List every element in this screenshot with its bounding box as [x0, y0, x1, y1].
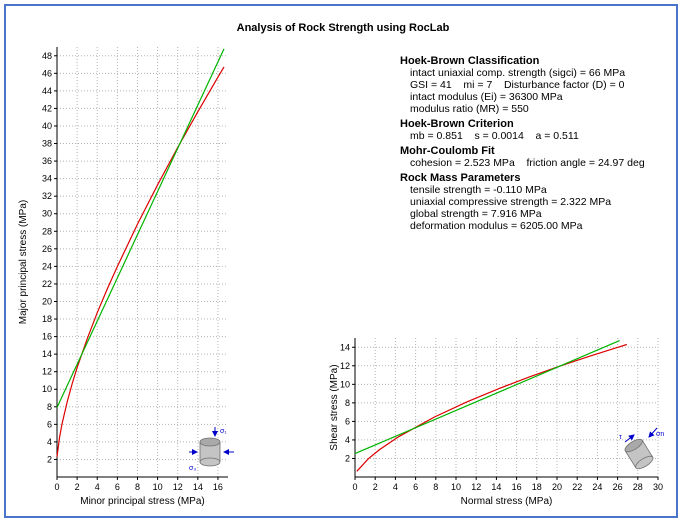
- svg-text:10: 10: [340, 379, 350, 389]
- svg-text:14: 14: [340, 342, 350, 352]
- sigma1-label: σ₁: [220, 428, 227, 435]
- section-rock-mass-parameters: Rock Mass Parameters tensile strength = …: [400, 172, 645, 232]
- svg-text:12: 12: [42, 367, 52, 377]
- tilted-cylinder: [624, 438, 654, 470]
- section-hoek-brown-classification: Hoek-Brown Classification intact uniaxia…: [400, 55, 645, 115]
- svg-text:0: 0: [352, 482, 357, 492]
- svg-text:12: 12: [471, 482, 481, 492]
- parameter-line: intact modulus (Ei) = 36300 MPa: [410, 91, 563, 103]
- cylinder-body: [200, 442, 220, 462]
- svg-text:46: 46: [42, 68, 52, 78]
- svg-text:14: 14: [193, 482, 203, 492]
- parameter-line: GSI = 41 mi = 7 Disturbance factor (D) =…: [410, 79, 625, 91]
- parameter-line: uniaxial compressive strength = 2.322 MP…: [410, 196, 612, 208]
- section-heading: Rock Mass Parameters: [400, 172, 521, 184]
- svg-text:12: 12: [340, 361, 350, 371]
- sigma3-label: σ₃: [189, 465, 196, 472]
- svg-text:36: 36: [42, 156, 52, 166]
- svg-text:4: 4: [393, 482, 398, 492]
- svg-text:10: 10: [451, 482, 461, 492]
- svg-text:38: 38: [42, 139, 52, 149]
- svg-text:14: 14: [491, 482, 501, 492]
- report-title: Analysis of Rock Strength using RocLab: [236, 22, 450, 34]
- svg-text:20: 20: [552, 482, 562, 492]
- svg-text:12: 12: [173, 482, 183, 492]
- section-heading: Hoek-Brown Criterion: [400, 118, 514, 130]
- section-mohr-coulomb-fit: Mohr-Coulomb Fit cohesion = 2.523 MPa fr…: [400, 145, 645, 169]
- parameter-line: intact uniaxial comp. strength (sigci) =…: [410, 67, 626, 79]
- svg-text:30: 30: [653, 482, 663, 492]
- svg-text:34: 34: [42, 174, 52, 184]
- shear-stress-cylinder-icon: σn τ: [619, 427, 664, 470]
- triaxial-stress-cylinder-icon: σ₁ σ₃: [189, 427, 234, 472]
- svg-text:8: 8: [47, 402, 52, 412]
- svg-text:30: 30: [42, 209, 52, 219]
- svg-text:16: 16: [42, 332, 52, 342]
- parameter-line: tensile strength = -0.110 MPa: [410, 184, 547, 196]
- svg-text:18: 18: [532, 482, 542, 492]
- cylinder-bottom: [199, 457, 221, 467]
- sigman-arrow: [648, 427, 658, 438]
- svg-text:2: 2: [47, 454, 52, 464]
- svg-text:22: 22: [572, 482, 582, 492]
- svg-text:6: 6: [115, 482, 120, 492]
- svg-text:Shear stress (MPa): Shear stress (MPa): [329, 364, 340, 450]
- section-heading: Hoek-Brown Classification: [400, 55, 540, 67]
- parameter-line: global strength = 7.916 MPa: [410, 208, 542, 220]
- parameters-panel: Hoek-Brown Classification intact uniaxia…: [400, 52, 645, 232]
- section-heading: Mohr-Coulomb Fit: [400, 145, 495, 157]
- svg-text:24: 24: [42, 261, 52, 271]
- svg-text:10: 10: [153, 482, 163, 492]
- parameter-line: cohesion = 2.523 MPa friction angle = 24…: [410, 157, 645, 169]
- section-hoek-brown-criterion: Hoek-Brown Criterion mb = 0.851 s = 0.00…: [400, 118, 645, 142]
- parameter-line: modulus ratio (MR) = 550: [410, 103, 529, 115]
- svg-text:0: 0: [54, 482, 59, 492]
- svg-text:4: 4: [95, 482, 100, 492]
- svg-text:6: 6: [47, 419, 52, 429]
- cylinder-top: [199, 437, 221, 447]
- chart-canvas: 0 2 4 6 8 10 12 14 16 18 20 22 24 26 28 302468101214Nor…: [329, 338, 663, 507]
- svg-text:6: 6: [413, 482, 418, 492]
- svg-text:16: 16: [213, 482, 223, 492]
- svg-text:16: 16: [512, 482, 522, 492]
- svg-text:2: 2: [345, 453, 350, 463]
- svg-text:28: 28: [633, 482, 643, 492]
- svg-text:Minor principal stress (MPa): Minor principal stress (MPa): [80, 496, 204, 507]
- svg-text:8: 8: [345, 398, 350, 408]
- svg-text:28: 28: [42, 226, 52, 236]
- tau-label: τ: [619, 434, 622, 441]
- svg-text:Major principal stress (MPa): Major principal stress (MPa): [18, 200, 29, 324]
- svg-text:4: 4: [345, 435, 350, 445]
- svg-text:22: 22: [42, 279, 52, 289]
- svg-text:6: 6: [345, 416, 350, 426]
- svg-text:2: 2: [373, 482, 378, 492]
- svg-text:18: 18: [42, 314, 52, 324]
- svg-text:40: 40: [42, 121, 52, 131]
- svg-text:48: 48: [42, 51, 52, 61]
- svg-text:42: 42: [42, 103, 52, 113]
- svg-text:14: 14: [42, 349, 52, 359]
- svg-text:Normal stress (MPa): Normal stress (MPa): [461, 496, 553, 507]
- chart-canvas: 0 2 4 6 8 10 12 14 16246810121416182022242628303…: [18, 47, 228, 507]
- svg-text:24: 24: [592, 482, 602, 492]
- svg-text:10: 10: [42, 384, 52, 394]
- svg-text:32: 32: [42, 191, 52, 201]
- principal-stress-chart: 0 2 4 6 8 10 12 14 16 2 4 6 8 10 12 14 16 18 20 22 24 26 28 30 3…: [10, 38, 252, 520]
- svg-text:8: 8: [135, 482, 140, 492]
- svg-text:8: 8: [433, 482, 438, 492]
- svg-text:44: 44: [42, 86, 52, 96]
- parameter-line: mb = 0.851 s = 0.0014 a = 0.511: [410, 130, 579, 142]
- tau-arrow: [624, 434, 635, 443]
- shear-normal-stress-chart: 0 2 4 6 8 10 12 14 16 18 20 22 24 26 28 30 2 4 6 8 10 12 14 Nor…: [320, 330, 682, 518]
- sigman-label: σn: [656, 431, 664, 438]
- parameter-line: deformation modulus = 6205.00 MPa: [410, 220, 583, 232]
- svg-text:26: 26: [613, 482, 623, 492]
- svg-text:26: 26: [42, 244, 52, 254]
- svg-text:2: 2: [75, 482, 80, 492]
- svg-text:20: 20: [42, 296, 52, 306]
- svg-text:4: 4: [47, 437, 52, 447]
